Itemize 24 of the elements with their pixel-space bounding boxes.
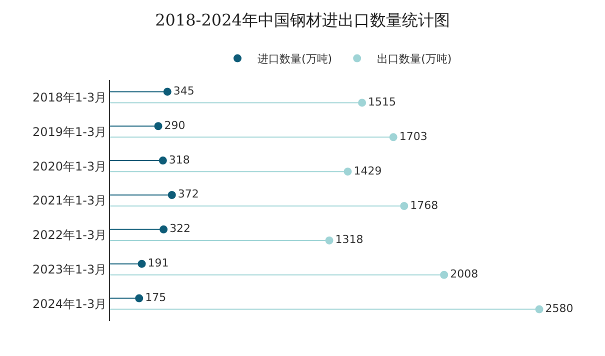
data-label: 2008 <box>450 268 478 281</box>
data-label: 1515 <box>368 95 396 108</box>
y-tick-label: 2021年1-3月 <box>32 194 107 208</box>
data-label: 1703 <box>399 130 428 143</box>
data-label: 290 <box>164 118 186 132</box>
data-label: 372 <box>178 188 199 201</box>
legend-label: 进口数量(万吨) <box>258 52 332 66</box>
data-label: 322 <box>170 222 191 236</box>
y-tick-label: 2024年1-3月 <box>32 296 107 311</box>
data-label: 191 <box>148 256 169 270</box>
y-tick-label: 2022年1-3月 <box>32 228 107 242</box>
legend-label: 出口数量(万吨) <box>377 52 452 66</box>
y-tick-label: 2019年1-3月 <box>32 124 107 139</box>
y-tick-label: 2020年1-3月 <box>32 159 107 174</box>
data-label: 1318 <box>335 233 364 246</box>
data-label: 318 <box>168 153 190 166</box>
data-label: 2580 <box>545 302 574 316</box>
data-label: 345 <box>173 84 194 98</box>
data-label: 1429 <box>354 164 382 178</box>
data-label: 175 <box>145 291 166 304</box>
data-label: 1768 <box>410 198 438 212</box>
chart-title: 2018-2024年中国钢材进出口数量统计图 <box>155 10 450 30</box>
y-tick-label: 2018年1-3月 <box>32 90 107 104</box>
y-tick-label: 2023年1-3月 <box>32 262 107 277</box>
